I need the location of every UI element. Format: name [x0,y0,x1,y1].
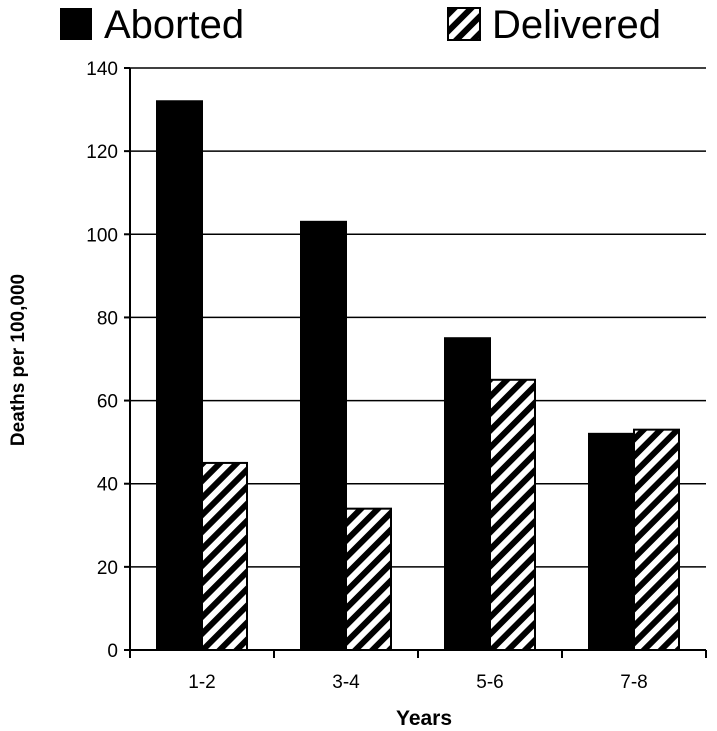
x-tick-label: 7-8 [620,672,647,693]
bar-delivered-1-2 [201,461,248,651]
x-tick-label: 3-4 [332,672,360,693]
y-tick-label: 0 [107,641,118,662]
y-tick-label: 20 [97,558,118,579]
bar-aborted-7-8 [588,432,635,652]
bar-delivered-5-6 [489,378,536,651]
x-tick-label: 5-6 [476,672,503,693]
y-tick-label: 60 [97,392,118,413]
y-axis-ticks: 0 20 40 60 80 100 120 140 [86,59,130,662]
bar-aborted-3-4 [300,220,347,651]
bar-delivered-7-8 [633,428,680,651]
bar-delivered-3-4 [345,507,392,651]
legend-label-aborted: Aborted [104,3,244,47]
x-axis-title: Years [396,707,452,730]
y-tick-label: 40 [97,475,118,496]
legend-swatch-delivered [447,7,481,41]
x-tick-label: 1-2 [188,672,215,693]
y-tick-label: 100 [86,225,118,246]
y-axis-title: Deaths per 100,000 [8,274,29,446]
y-tick-label: 80 [97,308,118,329]
y-tick-label: 140 [86,59,118,80]
x-axis-ticks: 1-2 3-4 5-6 7-8 [129,650,707,693]
bar-aborted-5-6 [444,337,491,651]
y-tick-label: 120 [86,142,118,163]
legend-label-delivered: Delivered [492,3,661,47]
bar-aborted-1-2 [156,100,203,651]
legend-swatch-aborted [60,8,92,40]
legend: Aborted Delivered [60,3,661,47]
bars [156,100,680,652]
